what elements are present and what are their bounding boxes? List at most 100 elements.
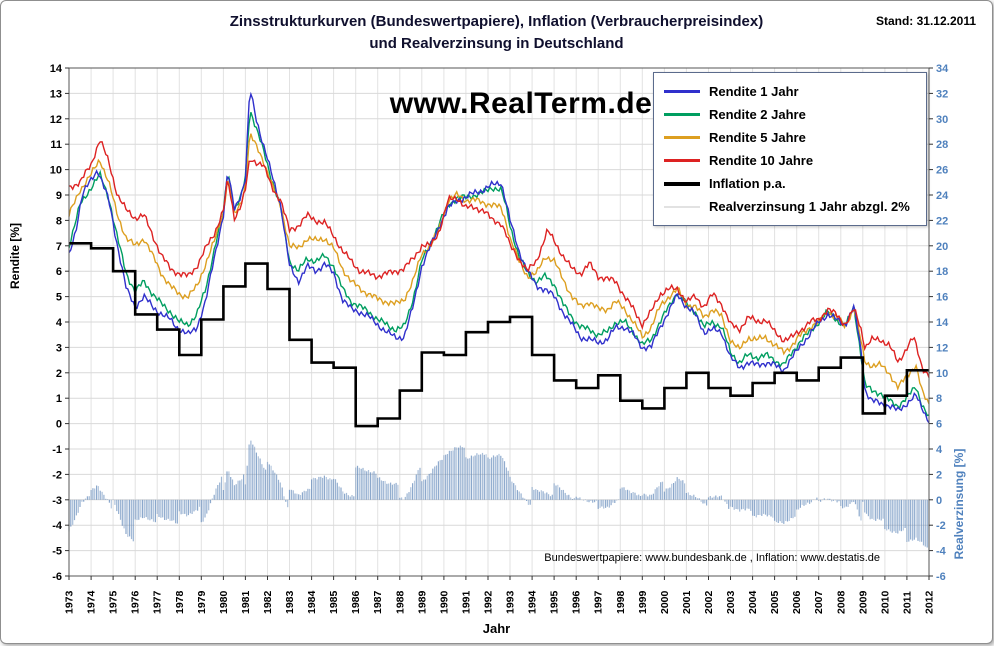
legend-item-rendite-5-jahre: Rendite 5 Jahre xyxy=(664,126,916,149)
y-right-tick-label: 26 xyxy=(936,165,948,177)
x-axis-title: Jahr xyxy=(1,621,992,636)
x-tick-label: 2005 xyxy=(769,590,781,614)
y-right-tick-label: -6 xyxy=(936,571,946,583)
y-right-tick-label: 16 xyxy=(936,292,948,304)
x-tick-label: 1988 xyxy=(394,590,406,614)
watermark: www.RealTerm.de xyxy=(390,87,653,121)
y-left-tick-label: 12 xyxy=(50,114,62,126)
legend-label: Realverzinsung 1 Jahr abzgl. 2% xyxy=(709,199,910,214)
x-tick-label: 1991 xyxy=(460,590,472,614)
y-right-tick-label: 0 xyxy=(936,495,942,507)
y-right-tick-label: 2 xyxy=(936,469,942,481)
x-tick-label: 1987 xyxy=(372,590,384,614)
x-tick-label: 1990 xyxy=(438,590,450,614)
chart-title-line1: Zinsstrukturkurven (Bundeswertpapiere), … xyxy=(1,11,992,33)
legend-item-realverzinsung: Realverzinsung 1 Jahr abzgl. 2% xyxy=(664,195,916,218)
stand-label: Stand: 31.12.2011 xyxy=(876,14,976,28)
y-left-tick-label: 3 xyxy=(56,342,62,354)
y-left-tick-label: 10 xyxy=(50,165,62,177)
y-right-tick-label: 14 xyxy=(936,317,949,329)
x-tick-label: 2010 xyxy=(879,590,891,614)
x-tick-label: 2006 xyxy=(791,590,803,614)
x-tick-label: 1982 xyxy=(262,590,274,614)
x-tick-label: 1984 xyxy=(306,590,318,614)
x-tick-label: 2009 xyxy=(857,590,869,614)
y-left-tick-label: 9 xyxy=(56,190,62,202)
y-right-tick-label: 24 xyxy=(936,190,949,202)
legend-label: Rendite 5 Jahre xyxy=(709,130,806,145)
y-left-tick-label: 7 xyxy=(56,241,62,253)
y-right-tick-label: 30 xyxy=(936,114,948,126)
y-right-tick-label: 6 xyxy=(936,419,942,431)
x-tick-label: 1986 xyxy=(350,590,362,614)
x-tick-label: 1977 xyxy=(152,590,164,614)
y-left-tick-label: -5 xyxy=(52,546,62,558)
x-tick-label: 1997 xyxy=(593,590,605,614)
y-left-tick-label: 14 xyxy=(50,63,63,75)
real-rate-area xyxy=(68,441,929,552)
x-tick-label: 1978 xyxy=(174,590,186,614)
y-right-tick-label: 22 xyxy=(936,215,948,227)
y-left-tick-label: 1 xyxy=(56,393,62,405)
x-tick-label: 1983 xyxy=(284,590,296,614)
x-tick-label: 1999 xyxy=(637,590,649,614)
y-left-tick-label: -1 xyxy=(52,444,62,456)
y-left-tick-label: -4 xyxy=(52,520,63,532)
legend-line-swatch xyxy=(664,206,700,208)
x-tick-label: 1974 xyxy=(86,590,98,614)
x-tick-label: 1998 xyxy=(615,590,627,614)
legend-label: Rendite 2 Jahre xyxy=(709,107,806,122)
x-tick-label: 1981 xyxy=(240,590,252,614)
legend-line-swatch xyxy=(664,90,700,93)
y-left-tick-label: 6 xyxy=(56,266,62,278)
y-right-tick-label: 20 xyxy=(936,241,948,253)
x-tick-label: 1995 xyxy=(549,590,561,614)
x-tick-label: 2008 xyxy=(835,590,847,614)
y-right-tick-label: 18 xyxy=(936,266,948,278)
chart-title-line2: und Realverzinsung in Deutschland xyxy=(1,33,992,55)
legend-item-rendite-1-jahr: Rendite 1 Jahr xyxy=(664,80,916,103)
x-tick-label: 1994 xyxy=(527,590,539,614)
y-left-tick-label: -6 xyxy=(52,571,62,583)
y-left-tick-label: 2 xyxy=(56,368,62,380)
legend-line-swatch xyxy=(664,136,700,139)
source-note: Bundeswertpapiere: www.bundesbank.de , I… xyxy=(544,552,880,564)
x-tick-label: 2011 xyxy=(901,591,913,614)
y-right-tick-label: 10 xyxy=(936,368,948,380)
y-left-tick-label: 8 xyxy=(56,215,62,227)
y-axis-left-title: Rendite [%] xyxy=(8,156,22,356)
y-left-tick-label: -3 xyxy=(52,495,62,507)
y-right-tick-label: -2 xyxy=(936,520,946,532)
x-tick-label: 2004 xyxy=(747,590,759,614)
x-tick-label: 1989 xyxy=(416,590,428,614)
legend-line-swatch xyxy=(664,159,700,162)
y-right-tick-label: 12 xyxy=(936,342,948,354)
x-tick-label: 1976 xyxy=(130,590,142,614)
y-right-tick-label: 8 xyxy=(936,393,942,405)
x-tick-label: 2002 xyxy=(703,590,715,614)
x-tick-label: 1975 xyxy=(108,590,120,614)
y-right-tick-label: 32 xyxy=(936,88,948,100)
legend-item-rendite-10-jahre: Rendite 10 Jahre xyxy=(664,149,916,172)
legend-item-inflation: Inflation p.a. xyxy=(664,172,916,195)
x-tick-label: 1992 xyxy=(483,590,495,614)
x-tick-label: 1996 xyxy=(571,590,583,614)
x-tick-label: 1973 xyxy=(64,590,76,614)
x-tick-label: 2003 xyxy=(725,590,737,614)
x-tick-label: 1980 xyxy=(218,590,230,614)
y-left-tick-label: -2 xyxy=(52,469,62,481)
x-tick-label: 2007 xyxy=(813,590,825,614)
x-tick-label: 2000 xyxy=(659,590,671,614)
y-left-tick-label: 4 xyxy=(56,317,63,329)
y-left-tick-label: 13 xyxy=(50,88,62,100)
legend-line-swatch xyxy=(664,113,700,116)
y-left-tick-label: 11 xyxy=(50,139,62,151)
y-axis-right-title: Realverzinsung [%] xyxy=(952,404,966,604)
x-tick-label: 1993 xyxy=(505,590,517,614)
legend: Rendite 1 Jahr Rendite 2 Jahre Rendite 5… xyxy=(653,72,927,226)
chart-title: Zinsstrukturkurven (Bundeswertpapiere), … xyxy=(1,11,992,55)
x-tick-label: 1985 xyxy=(328,590,340,614)
x-tick-label: 1979 xyxy=(196,590,208,614)
x-tick-label: 2001 xyxy=(681,590,693,614)
